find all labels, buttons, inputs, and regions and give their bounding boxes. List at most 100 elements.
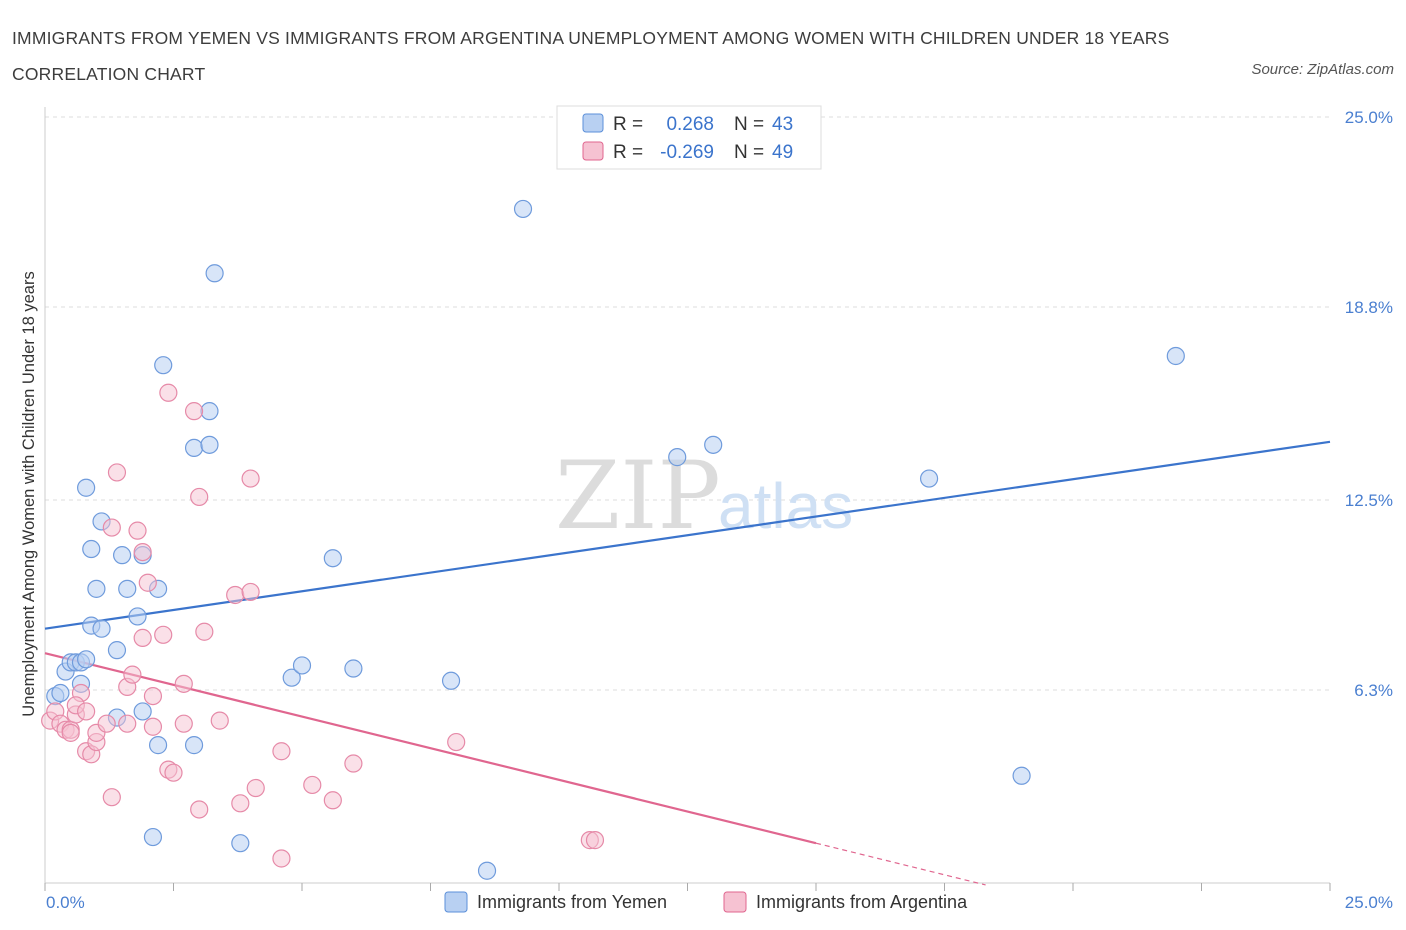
y-tick-label-2: 18.8%	[1345, 298, 1393, 317]
point-yemen-16	[112, 546, 132, 565]
bottom-legend-yemen: Immigrants from Yemen	[477, 892, 667, 912]
point-argentina-21	[128, 521, 147, 540]
legend-swatch-yemen	[582, 113, 604, 133]
point-yemen-34	[344, 659, 363, 678]
point-yemen-23	[148, 736, 168, 755]
point-argentina-40	[241, 582, 260, 602]
y-tick-label-1: 12.5%	[1345, 491, 1393, 510]
point-argentina-32	[174, 674, 193, 693]
y-axis-label: Unemployment Among Women with Children U…	[20, 271, 38, 716]
point-yemen-18	[128, 607, 147, 626]
point-argentina-35	[190, 487, 209, 507]
bottom-legend-swatch-argentina	[723, 891, 747, 913]
point-yemen-17	[118, 579, 137, 598]
point-yemen-27	[200, 435, 219, 454]
point-yemen-21	[143, 827, 163, 847]
axes	[44, 107, 1331, 891]
point-argentina-31	[174, 714, 193, 733]
point-argentina-36	[195, 622, 214, 641]
stats-legend: R = 0.268 N = 43 R = -0.269 N = 49	[556, 105, 822, 170]
point-argentina-48	[447, 732, 466, 752]
point-yemen-42	[1166, 346, 1185, 366]
point-argentina-22	[133, 542, 152, 562]
series-argentina	[41, 383, 605, 868]
point-yemen-35	[441, 671, 461, 690]
point-yemen-37	[513, 199, 533, 219]
point-argentina-25	[143, 686, 163, 706]
watermark-atlas: atlas	[718, 470, 853, 542]
point-argentina-42	[246, 778, 265, 798]
gridlines	[45, 116, 1330, 691]
y-tick-label-3: 25.0%	[1345, 108, 1393, 127]
point-argentina-20	[123, 665, 142, 684]
point-yemen-20	[133, 702, 152, 721]
point-argentina-23	[133, 628, 152, 647]
point-argentina-47	[344, 754, 363, 773]
point-argentina-37	[210, 711, 229, 730]
point-argentina-24	[138, 573, 157, 592]
legend-argentina-r-label: R =	[613, 142, 643, 163]
point-yemen-14	[107, 641, 127, 660]
point-argentina-14	[97, 714, 116, 733]
trend-line-yemen	[44, 440, 1331, 630]
point-yemen-13	[92, 619, 111, 638]
point-argentina-16	[102, 788, 121, 807]
legend-yemen-n-value: 43	[772, 114, 793, 135]
point-argentina-33	[184, 402, 204, 421]
legend-argentina-r-value: -0.269	[660, 142, 714, 163]
point-yemen-25	[184, 736, 204, 755]
point-argentina-39	[231, 794, 250, 813]
point-argentina-28	[159, 383, 178, 402]
trend-line-argentina	[44, 652, 817, 845]
chart-title: IMMIGRANTS FROM YEMEN VS IMMIGRANTS FROM…	[12, 28, 1170, 84]
trend-lines	[44, 440, 1331, 886]
point-argentina-46	[323, 791, 342, 810]
series-yemen	[46, 199, 1185, 880]
point-yemen-30	[231, 834, 250, 853]
watermark-zip: ZIP	[555, 442, 721, 551]
point-yemen-36	[477, 861, 497, 880]
point-yemen-28	[200, 402, 219, 421]
watermark: ZIP atlas	[555, 442, 853, 551]
legend-argentina-n-value: 49	[772, 142, 793, 163]
tick-labels: 6.3% 12.5% 18.8% 25.0% 0.0% 25.0%	[46, 108, 1393, 912]
point-argentina-50	[585, 831, 605, 850]
point-argentina-27	[154, 625, 173, 644]
legend-yemen-n-label: N =	[734, 114, 764, 135]
point-yemen-6	[77, 650, 96, 669]
point-yemen-29	[205, 264, 224, 283]
point-yemen-40	[919, 469, 939, 488]
point-yemen-31	[282, 668, 301, 687]
point-argentina-45	[303, 775, 322, 795]
point-yemen-26	[184, 438, 204, 458]
point-yemen-38	[668, 448, 687, 467]
point-argentina-43	[272, 849, 291, 868]
x-tick-label-1: 25.0%	[1345, 893, 1393, 912]
point-argentina-17	[107, 463, 127, 482]
point-argentina-10	[77, 702, 96, 721]
point-yemen-32	[292, 656, 312, 675]
bottom-legend-argentina: Immigrants from Argentina	[756, 892, 968, 912]
point-yemen-8	[77, 478, 96, 497]
point-yemen-1	[51, 683, 70, 703]
series-legend: Immigrants from Yemen Immigrants from Ar…	[444, 891, 968, 913]
legend-argentina-n-label: N =	[734, 142, 764, 163]
point-argentina-26	[143, 717, 163, 736]
point-yemen-10	[82, 539, 101, 559]
y-tick-label-0: 6.3%	[1354, 681, 1393, 700]
source-label: Source: ZipAtlas.com	[1251, 61, 1394, 78]
trend-line-argentina-extension	[815, 842, 986, 886]
point-argentina-41	[241, 469, 260, 488]
point-argentina-38	[226, 585, 245, 605]
point-yemen-41	[1012, 766, 1031, 785]
point-argentina-15	[102, 518, 121, 537]
point-yemen-24	[154, 356, 173, 375]
point-argentina-18	[118, 714, 137, 733]
point-yemen-11	[87, 579, 106, 598]
legend-swatch-argentina	[582, 141, 604, 161]
legend-yemen-r-value: 0.268	[666, 114, 714, 135]
point-argentina-5	[61, 723, 80, 742]
point-argentina-30	[164, 763, 183, 782]
point-yemen-33	[323, 549, 342, 568]
x-tick-label-0: 0.0%	[46, 893, 85, 912]
